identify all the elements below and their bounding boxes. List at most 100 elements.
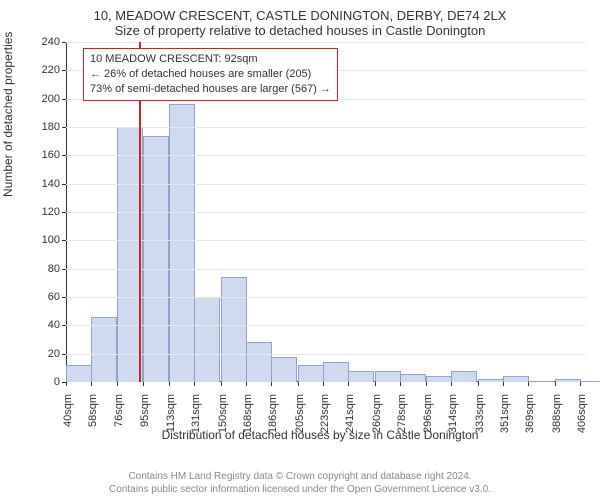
x-tick-label: 131sqm [190,394,202,434]
histogram-bar [66,365,92,382]
x-tick-mark [221,382,222,386]
histogram-bar [221,277,247,382]
gridline [66,155,586,156]
x-tick-mark [117,382,118,386]
histogram-bar [503,376,529,382]
gridline [66,354,586,355]
x-tick-label: 76sqm [113,394,125,434]
y-tick-label: 140 [30,178,60,190]
histogram-bar [426,376,452,382]
x-tick-label: 40sqm [62,394,74,434]
y-tick-label: 180 [30,121,60,133]
x-tick-mark [246,382,247,386]
x-tick-label: 388sqm [551,394,563,434]
histogram-bar [478,379,504,382]
x-tick-label: 241sqm [344,394,356,434]
info-line-1: 10 MEADOW CRESCENT: 92sqm [90,52,331,67]
histogram-chart: 020406080100120140160180200220240 40sqm5… [66,42,590,382]
histogram-bar [91,317,117,382]
x-tick-mark [555,382,556,386]
x-tick-label: 168sqm [242,394,254,434]
x-tick-mark [580,382,581,386]
x-tick-label: 186sqm [267,394,279,434]
gridline [66,184,586,185]
page-subtitle: Size of property relative to detached ho… [10,23,590,38]
y-tick-label: 40 [30,319,60,331]
x-tick-mark [143,382,144,386]
y-tick-label: 20 [30,348,60,360]
x-tick-mark [375,382,376,386]
y-tick-label: 60 [30,291,60,303]
x-tick-label: 205sqm [294,394,306,434]
x-tick-mark [348,382,349,386]
y-tick-mark [62,99,66,100]
info-box: 10 MEADOW CRESCENT: 92sqm ← 26% of detac… [83,48,338,101]
y-tick-label: 200 [30,93,60,105]
y-tick-label: 0 [30,376,60,388]
x-tick-label: 333sqm [474,394,486,434]
y-tick-mark [62,42,66,43]
x-tick-label: 278sqm [396,394,408,434]
histogram-bar [246,342,272,382]
x-tick-label: 260sqm [371,394,383,434]
x-tick-label: 369sqm [524,394,536,434]
x-tick-label: 314sqm [447,394,459,434]
gridline [66,212,586,213]
y-tick-label: 100 [30,234,60,246]
gridline [66,325,586,326]
x-tick-mark [271,382,272,386]
y-tick-mark [62,297,66,298]
x-tick-label: 406sqm [576,394,588,434]
x-tick-mark [451,382,452,386]
y-tick-mark [62,269,66,270]
footer-line-1: Contains HM Land Registry data © Crown c… [0,471,600,484]
y-tick-mark [62,325,66,326]
histogram-bar [528,381,554,382]
histogram-bar [298,365,324,382]
histogram-bar [375,371,401,382]
footer-attribution: Contains HM Land Registry data © Crown c… [0,471,600,496]
page-title-address: 10, MEADOW CRESCENT, CASTLE DONINGTON, D… [10,8,590,23]
x-tick-mark [528,382,529,386]
x-tick-label: 95sqm [139,394,151,434]
x-tick-label: 113sqm [165,394,177,434]
y-tick-mark [62,240,66,241]
gridline [66,42,586,43]
histogram-bar [194,297,220,382]
x-tick-mark [426,382,427,386]
y-tick-mark [62,70,66,71]
y-tick-mark [62,127,66,128]
x-tick-mark [91,382,92,386]
histogram-bar [348,371,374,382]
x-tick-mark [503,382,504,386]
gridline [66,269,586,270]
x-tick-mark [478,382,479,386]
footer-line-2: Contains public sector information licen… [0,484,600,497]
x-tick-mark [298,382,299,386]
y-tick-label: 220 [30,64,60,76]
x-tick-label: 223sqm [319,394,331,434]
y-axis-label: Number of detached properties [1,32,15,197]
y-tick-mark [62,184,66,185]
x-tick-mark [194,382,195,386]
gridline [66,240,586,241]
gridline [66,127,586,128]
x-tick-mark [323,382,324,386]
gridline [66,297,586,298]
x-tick-label: 296sqm [422,394,434,434]
x-tick-mark [400,382,401,386]
y-tick-mark [62,155,66,156]
y-tick-label: 240 [30,36,60,48]
x-tick-label: 58sqm [87,394,99,434]
y-tick-label: 120 [30,206,60,218]
histogram-bar [580,381,600,382]
histogram-bar [555,379,581,382]
x-tick-label: 351sqm [499,394,511,434]
y-tick-mark [62,354,66,355]
x-tick-mark [169,382,170,386]
y-tick-label: 160 [30,149,60,161]
histogram-bar [400,374,426,383]
histogram-bar [323,362,349,382]
y-tick-label: 80 [30,263,60,275]
info-line-3: 73% of semi-detached houses are larger (… [90,82,331,97]
